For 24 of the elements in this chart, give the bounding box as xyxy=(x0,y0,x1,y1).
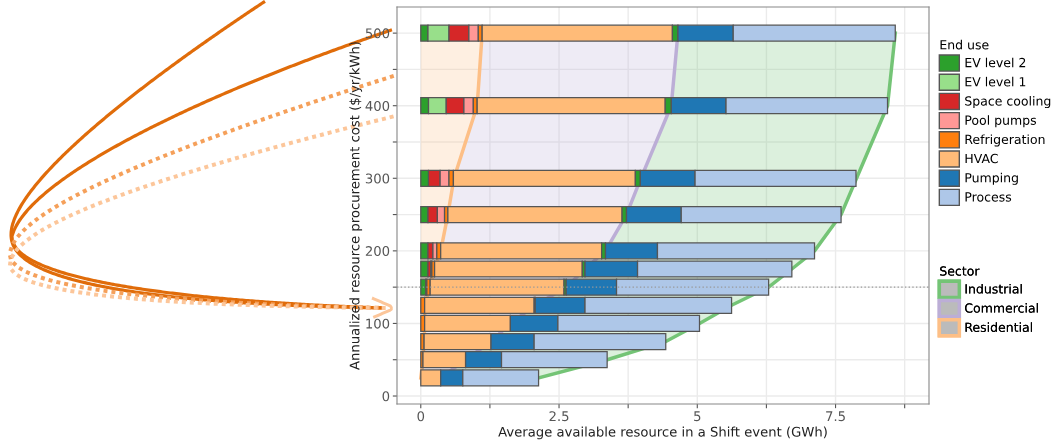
y-tick-label: 200 xyxy=(365,246,390,257)
legend-label: Pumping xyxy=(965,172,1018,185)
x-tick-label: 5 xyxy=(694,411,701,422)
y-tick-label: 100 xyxy=(366,318,390,329)
y-tick-label: 300 xyxy=(365,173,390,184)
x-tick-label: 7.5 xyxy=(826,411,845,422)
y-tick-label: 0 xyxy=(382,391,390,402)
legend-label: Industrial xyxy=(965,283,1022,294)
x-axis-title: Average available resource in a Shift event (GWh) xyxy=(498,426,827,440)
legend-label: EV level 1 xyxy=(965,76,1026,87)
legend-label: Residential xyxy=(965,322,1032,332)
legend-label: EV level 2 xyxy=(965,57,1026,68)
legend-label: Space cooling xyxy=(965,96,1051,109)
y-tick-label: 400 xyxy=(365,100,390,111)
legend-label: Refrigeration xyxy=(965,134,1045,147)
legend-label: Process xyxy=(965,192,1012,202)
y-axis-title: Annualized resource procurement cost ($/yr/kWh) xyxy=(349,42,363,370)
x-tick-label: 2.5 xyxy=(549,411,569,422)
legend-title: End use xyxy=(940,39,989,50)
legend-label: HVAC xyxy=(965,153,998,164)
x-tick-label: 0 xyxy=(417,411,425,422)
legend-title: Sector xyxy=(940,266,980,276)
legend-label: Commercial xyxy=(965,303,1038,313)
legend-label: Pool pumps xyxy=(965,115,1037,128)
